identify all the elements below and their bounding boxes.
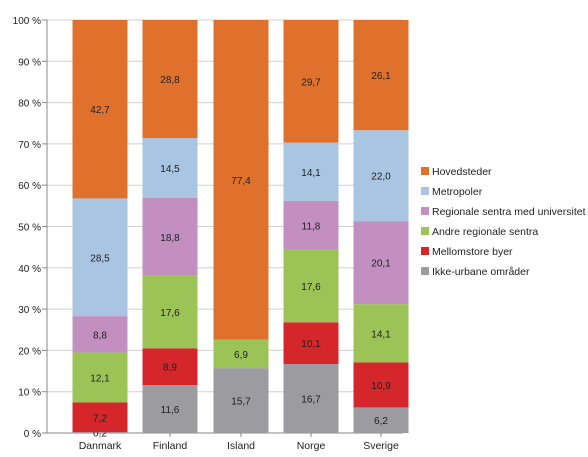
y-tick-label: 80 %: [18, 99, 41, 110]
data-label: 42,7: [90, 105, 110, 116]
legend-swatch: [421, 267, 429, 275]
bar-segment: [353, 407, 409, 433]
data-label: 17,6: [160, 308, 180, 319]
bar-segment: [72, 20, 128, 199]
bar-segment: [213, 20, 269, 340]
bar-segment: [72, 432, 128, 433]
y-tick-label: 40 %: [18, 264, 41, 275]
data-label: 16,7: [301, 395, 321, 406]
bar-segment: [353, 362, 409, 408]
bar-segment: [72, 198, 128, 317]
data-label: 6,9: [234, 350, 248, 361]
y-tick-label: 50 %: [18, 223, 41, 234]
bar-segment: [353, 304, 409, 363]
bar-segment: [283, 322, 339, 365]
data-label: 11,6: [161, 405, 180, 416]
data-label: 18,8: [160, 233, 180, 244]
legend-swatch: [421, 167, 429, 175]
data-label: 10,9: [371, 381, 391, 392]
bar-segment: [142, 198, 198, 276]
legend-swatch: [421, 187, 429, 195]
y-tick-label: 20 %: [18, 346, 41, 357]
legend-label: Regionale sentra med universitet: [432, 206, 586, 218]
bar-segment: [283, 200, 339, 250]
bar-segment: [283, 249, 339, 323]
data-label: 26,1: [371, 71, 391, 82]
bar-segment: [213, 368, 269, 433]
legend-swatch: [421, 207, 429, 215]
data-label: 28,5: [90, 253, 110, 264]
legend-swatch: [421, 227, 429, 235]
bar-segment: [72, 352, 128, 403]
x-tick-label: Danmark: [79, 440, 122, 452]
legend-label: Hovedsteder: [432, 166, 492, 178]
x-tick-label: Sverige: [363, 440, 399, 452]
legend-swatch: [421, 247, 429, 255]
x-tick-label: Finland: [153, 440, 188, 452]
x-tick-label: Island: [227, 440, 255, 452]
y-tick-label: 10 %: [18, 388, 41, 399]
data-label: 20,1: [371, 259, 391, 270]
data-label: 15,7: [231, 397, 251, 408]
x-tick-label: Norge: [297, 440, 326, 452]
data-label: 11,8: [302, 221, 321, 232]
y-tick-label: 60 %: [18, 181, 41, 192]
bar-segment: [213, 339, 269, 369]
data-label: 7,2: [93, 413, 107, 424]
bar-segment: [353, 130, 409, 222]
y-tick-label: 90 %: [18, 57, 41, 68]
data-label: 14,1: [301, 168, 321, 179]
data-label: 6,2: [374, 416, 388, 427]
y-tick-label: 0 %: [24, 429, 41, 440]
data-label: 8,9: [163, 363, 177, 374]
data-label: 17,6: [301, 282, 321, 293]
y-tick-label: 30 %: [18, 305, 41, 316]
y-tick-label: 70 %: [18, 140, 41, 151]
legend-label: Andre regionale sentra: [432, 226, 538, 238]
bar-segment: [283, 20, 339, 143]
bar-segment: [142, 138, 198, 199]
data-label: 10,1: [301, 339, 321, 350]
data-label: 8,8: [93, 330, 107, 341]
bar-segment: [142, 20, 198, 139]
bar-segment: [142, 348, 198, 386]
data-label: 12,1: [90, 373, 110, 384]
y-tick-label: 100 %: [13, 16, 41, 27]
bar-segment: [283, 142, 339, 201]
legend-label: Metropoler: [432, 186, 483, 198]
data-label: 22,0: [371, 172, 391, 183]
legend-label: Ikke-urbane områder: [432, 266, 530, 278]
bar-segment: [353, 221, 409, 305]
bar-segment: [353, 20, 409, 131]
legend-label: Mellomstore byer: [432, 246, 513, 258]
data-label: 28,8: [160, 75, 180, 86]
bar-segment: [72, 316, 128, 353]
data-label: 77,4: [231, 176, 251, 187]
bar-segment: [142, 275, 198, 349]
bar-segment: [72, 402, 128, 433]
data-label: 29,7: [301, 77, 321, 88]
bar-segment: [283, 364, 339, 433]
bar-segment: [142, 385, 198, 433]
data-label: 14,5: [160, 164, 180, 175]
data-label: 14,1: [371, 329, 391, 340]
